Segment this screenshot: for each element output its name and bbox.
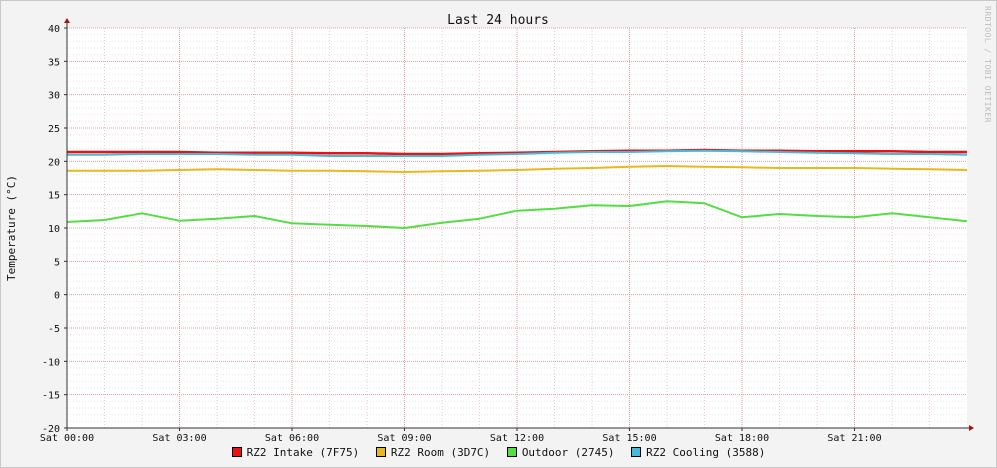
x-tick-label: Sat 06:00 <box>265 433 319 444</box>
y-tick-label: 30 <box>48 91 60 102</box>
legend-item-rz2-room: RZ2 Room (3D7C) <box>375 446 491 459</box>
y-tick-label: 5 <box>54 257 60 268</box>
y-tick-label: -15 <box>42 391 60 402</box>
watermark: RRDTOOL / TOBI OETIKER <box>983 6 992 123</box>
series-line-0 <box>67 148 967 156</box>
y-tick-label: -20 <box>42 424 60 435</box>
y-tick-label: 35 <box>48 57 60 68</box>
series-line-3 <box>67 149 968 157</box>
series-line-1 <box>67 165 968 173</box>
legend-swatch <box>375 447 386 457</box>
legend-label: Outdoor (2745) <box>521 446 615 459</box>
x-tick-label: Sat 21:00 <box>827 433 881 444</box>
chart-title: Last 24 hours <box>447 13 549 28</box>
series-line-2 <box>66 200 968 229</box>
x-tick-label: Sat 09:00 <box>377 433 431 444</box>
y-tick-label: 25 <box>48 124 60 135</box>
y-tick-label: -10 <box>42 357 60 368</box>
legend-swatch <box>506 447 517 457</box>
legend-item-outdoor: Outdoor (2745) <box>506 446 615 459</box>
legend-swatch <box>231 447 242 457</box>
x-tick-label: Sat 03:00 <box>152 433 206 444</box>
y-tick-label: 0 <box>54 291 60 302</box>
y-tick-label: 15 <box>48 191 60 202</box>
legend-label: RZ2 Cooling (3588) <box>646 446 766 459</box>
y-axis-arrow <box>64 18 70 23</box>
y-tick-label: -5 <box>48 324 60 335</box>
x-tick-label: Sat 18:00 <box>715 433 769 444</box>
x-tick-label: Sat 00:00 <box>40 433 94 444</box>
grid-major <box>66 27 967 429</box>
y-axis-label: Temperature (°C) <box>5 175 18 281</box>
x-tick-label: Sat 12:00 <box>490 433 544 444</box>
x-axis-arrow <box>969 425 974 431</box>
axes <box>64 18 974 431</box>
legend-swatch <box>631 447 642 457</box>
legend-item-rz2-cooling: RZ2 Cooling (3588) <box>631 446 765 459</box>
legend-label: RZ2 Room (3D7C) <box>390 446 491 459</box>
y-tick-label: 10 <box>48 224 60 235</box>
x-tick-label: Sat 15:00 <box>602 433 656 444</box>
series-layer <box>66 148 968 229</box>
x-tick-labels: Sat 00:00 Sat 03:00 Sat 06:00 Sat 09:00 Sat … <box>40 428 882 444</box>
legend-item-rz2-intake: RZ2 Intake (7F75) <box>231 446 360 459</box>
y-tick-label: 40 <box>48 24 60 35</box>
legend: RZ2 Intake (7F75) RZ2 Room (3D7C) Outdoo… <box>0 446 997 459</box>
y-tick-label: 20 <box>48 157 60 168</box>
y-tick-labels: 40 35 30 25 20 15 10 5 0 -5 -10 -15 -20 <box>42 24 67 435</box>
legend-label: RZ2 Intake (7F75) <box>246 446 360 459</box>
